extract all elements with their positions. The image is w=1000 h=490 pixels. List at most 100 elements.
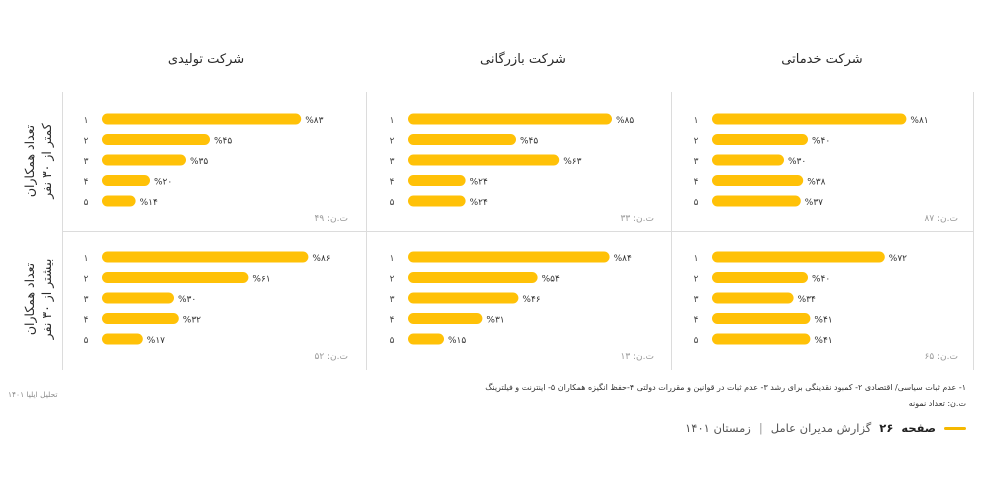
- column-title-trade: شرکت بازرگانی: [480, 52, 566, 67]
- bar: [408, 154, 560, 166]
- bar-value-label: %۴۰: [812, 137, 830, 147]
- bar-chart: ۱ %۸۶ ۲ %۶۱ ۳ %۳۰ ۴ %۳۲ ۵ %۱۷: [84, 251, 331, 346]
- footer-separator: |: [758, 421, 763, 435]
- bar-category-label: ۳: [390, 157, 395, 167]
- bar: [102, 113, 302, 125]
- bar-value-label: %۲۴: [470, 198, 488, 208]
- bar-value-label: %۴۱: [814, 336, 832, 346]
- bar-value-label: %۳۴: [798, 295, 816, 305]
- bar: [408, 333, 444, 345]
- bar-category-label: ۴: [694, 316, 699, 326]
- legend-text: ۱- عدم ثبات سیاسی/ اقتصادی ۲- کمبود نقدی…: [485, 383, 966, 392]
- report-season: زمستان ۱۴۰۱: [685, 421, 751, 435]
- bar: [408, 113, 612, 125]
- bar: [712, 195, 801, 207]
- bar: [712, 113, 907, 125]
- bar: [102, 251, 309, 263]
- bar-category-label: ۳: [84, 157, 89, 167]
- bar: [408, 251, 610, 263]
- bar-category-label: ۵: [84, 198, 89, 208]
- grid-line-vertical: [671, 92, 672, 370]
- bar: [408, 272, 538, 283]
- footer-accent-bar: [944, 426, 966, 430]
- bar-category-label: ۴: [390, 316, 395, 326]
- bar: [102, 134, 210, 145]
- bar-category-label: ۴: [84, 316, 89, 326]
- bar: [408, 313, 483, 324]
- sample-size-label: ت.ن: ۵۲: [314, 352, 348, 362]
- bar-value-label: %۸۴: [614, 254, 632, 264]
- bar-value-label: %۸۵: [616, 116, 634, 126]
- sample-size-label: ت.ن: ۸۷: [924, 214, 958, 224]
- bar: [712, 134, 808, 145]
- bar: [102, 195, 136, 207]
- bar-chart: ۱ %۸۴ ۲ %۵۴ ۳ %۴۶ ۴ %۳۱ ۵ %۱۵: [390, 251, 632, 346]
- bar: [712, 154, 784, 166]
- bar: [102, 313, 179, 324]
- legend-sample-note: ت.ن: تعداد نمونه: [908, 399, 966, 408]
- sample-size-label: ت.ن: ۱۳: [620, 352, 654, 362]
- bar: [102, 292, 174, 304]
- page-number: ۲۶: [879, 421, 894, 435]
- sample-size-label: ت.ن: ۶۵: [924, 352, 958, 362]
- bar-value-label: %۸۳: [305, 116, 323, 126]
- sample-size-label: ت.ن: ۳۳: [620, 214, 654, 224]
- row-title-line: تعداد همکاران: [22, 124, 37, 198]
- bar-category-label: ۱: [84, 116, 89, 126]
- bar: [712, 333, 811, 345]
- bar-value-label: %۶۱: [252, 275, 270, 285]
- bar-value-label: %۳۵: [190, 157, 208, 167]
- bar-value-label: %۵۴: [542, 275, 560, 285]
- grid-line-horizontal: [62, 231, 974, 232]
- footer: صفحه ۲۶ گزارش مدیران عامل | زمستان ۱۴۰۱: [685, 421, 966, 435]
- bar-value-label: %۸۱: [910, 116, 928, 126]
- bar-value-label: %۴۰: [812, 275, 830, 285]
- bar: [102, 175, 150, 186]
- bar-value-label: %۱۷: [147, 336, 165, 346]
- sample-size-label: ت.ن: ۴۹: [314, 214, 348, 224]
- bar-category-label: ۲: [84, 275, 89, 285]
- bar: [102, 154, 186, 166]
- bar-category-label: ۵: [84, 336, 89, 346]
- bar-category-label: ۴: [390, 178, 395, 188]
- bar-category-label: ۵: [694, 336, 699, 346]
- bar-value-label: %۳۸: [807, 178, 825, 188]
- chart-panel-trade-over-30: ۱ %۸۴ ۲ %۵۴ ۳ %۴۶ ۴ %۳۱ ۵ %۱۵ ت.ن: ۱۳: [380, 238, 660, 368]
- bar-category-label: ۲: [390, 275, 395, 285]
- column-title-services: شرکت خدماتی: [781, 52, 863, 67]
- bar-category-label: ۳: [84, 295, 89, 305]
- page-word: صفحه: [901, 421, 936, 435]
- source-note: تحلیل ایلیا ۱۴۰۱: [8, 390, 58, 399]
- bar-category-label: ۲: [84, 137, 89, 147]
- bar: [712, 292, 794, 304]
- bar-value-label: %۱۴: [140, 198, 158, 208]
- bar-category-label: ۱: [390, 254, 395, 264]
- bar-value-label: %۱۵: [448, 336, 466, 346]
- bar-value-label: %۲۴: [470, 178, 488, 188]
- bar-value-label: %۴۵: [214, 137, 232, 147]
- bar-category-label: ۵: [390, 198, 395, 208]
- bar: [408, 134, 516, 145]
- row-title-line: کمتر از ۳۰ نفر: [39, 123, 54, 199]
- bar-category-label: ۵: [694, 198, 699, 208]
- bar-category-label: ۱: [694, 116, 699, 126]
- bar: [408, 175, 466, 186]
- bar: [408, 292, 519, 304]
- row-title-under-30: تعداد همکاران کمتر از ۳۰ نفر: [21, 101, 55, 221]
- bar-category-label: ۲: [694, 275, 699, 285]
- bar-chart: ۱ %۸۳ ۲ %۴۵ ۳ %۳۵ ۴ %۲۰ ۵ %۱۴: [84, 113, 324, 208]
- bar: [712, 251, 885, 263]
- bar-category-label: ۵: [390, 336, 395, 346]
- bar-category-label: ۴: [694, 178, 699, 188]
- bar: [712, 272, 808, 283]
- bar-value-label: %۳۷: [805, 198, 823, 208]
- bar-value-label: %۳۰: [178, 295, 196, 305]
- bar-value-label: %۳۱: [486, 316, 504, 326]
- grid-line-vertical: [366, 92, 367, 370]
- bar-category-label: ۳: [390, 295, 395, 305]
- grid-line-vertical: [973, 92, 974, 370]
- bar-value-label: %۲۰: [154, 178, 172, 188]
- chart-panel-services-over-30: ۱ %۷۲ ۲ %۴۰ ۳ %۳۴ ۴ %۴۱ ۵ %۴۱ ت.ن: ۶۵: [684, 238, 964, 368]
- bar-chart: ۱ %۷۲ ۲ %۴۰ ۳ %۳۴ ۴ %۴۱ ۵ %۴۱: [694, 251, 907, 346]
- bar: [408, 195, 466, 207]
